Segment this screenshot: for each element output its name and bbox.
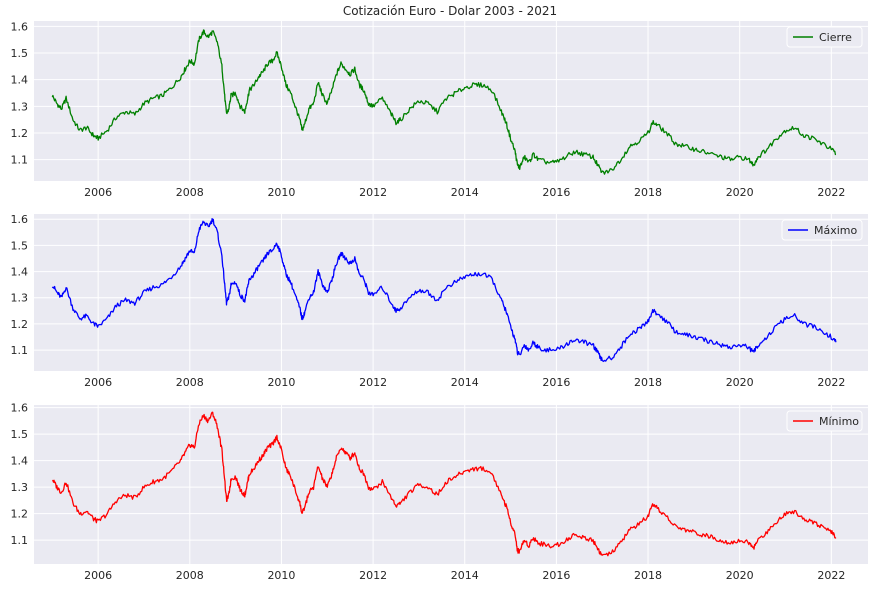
y-tick-label: 1.6	[11, 20, 29, 33]
x-tick-label: 2018	[634, 186, 662, 199]
legend-box	[786, 410, 863, 432]
y-tick-label: 1.1	[11, 534, 29, 547]
y-tick-label: 1.4	[11, 74, 29, 87]
x-tick-label: 2014	[451, 569, 479, 582]
plot-area	[34, 21, 868, 181]
legend: Mínimo	[786, 410, 863, 432]
x-tick-label: 2012	[359, 376, 387, 389]
y-tick-label: 1.6	[11, 213, 29, 226]
x-tick-label: 2006	[84, 186, 112, 199]
x-tick-label: 2022	[817, 186, 845, 199]
x-tick-label: 2016	[542, 186, 570, 199]
x-tick-label: 2010	[267, 186, 295, 199]
x-tick-label: 2008	[176, 569, 204, 582]
plot-area	[34, 214, 868, 371]
legend: Cierre	[786, 26, 863, 48]
legend: Máximo	[781, 219, 863, 241]
x-tick-label: 2012	[359, 186, 387, 199]
y-tick-label: 1.2	[11, 127, 29, 140]
x-tick-label: 2016	[542, 569, 570, 582]
legend-label: Cierre	[819, 31, 852, 44]
x-tick-label: 2006	[84, 376, 112, 389]
y-tick-label: 1.2	[11, 318, 29, 331]
x-tick-label: 2006	[84, 569, 112, 582]
series-line-1	[51, 217, 837, 363]
x-tick-label: 2014	[451, 186, 479, 199]
x-tick-label: 2008	[176, 376, 204, 389]
series-line-1	[52, 411, 837, 557]
legend-label: Máximo	[814, 224, 858, 237]
panels: 2006 2008 2010 2012 2014 2016 2018 2020 2022 1.1 1…	[11, 20, 868, 582]
x-tick-label: 2022	[817, 569, 845, 582]
y-tick-label: 1.5	[11, 428, 29, 441]
legend-box	[786, 26, 863, 48]
x-tick-label: 2018	[634, 376, 662, 389]
y-tick-label: 1.5	[11, 239, 29, 252]
figure-title: Cotización Euro - Dolar 2003 - 2021	[343, 4, 557, 18]
x-tick-label: 2020	[726, 569, 754, 582]
x-tick-label: 2018	[634, 569, 662, 582]
y-tick-label: 1.4	[11, 266, 29, 279]
y-tick-label: 1.3	[11, 481, 29, 494]
x-tick-label: 2020	[726, 376, 754, 389]
y-tick-label: 1.5	[11, 47, 29, 60]
legend-label: Mínimo	[819, 415, 859, 428]
x-tick-label: 2008	[176, 186, 204, 199]
panel-2: 2006 2008 2010 2012 2014 2016 2018 2020 2022 1.1 1…	[11, 213, 868, 389]
y-tick-label: 1.2	[11, 508, 29, 521]
y-tick-label: 1.3	[11, 292, 29, 305]
plot-area	[34, 405, 868, 564]
x-tick-label: 2010	[267, 376, 295, 389]
x-tick-label: 2010	[267, 569, 295, 582]
x-tick-label: 2014	[451, 376, 479, 389]
y-tick-label: 1.1	[11, 344, 29, 357]
legend-box	[781, 219, 863, 241]
y-tick-label: 1.1	[11, 154, 29, 167]
panel-3: 2006 2008 2010 2012 2014 2016 2018 2020 2022 1.1 1…	[11, 402, 868, 582]
x-tick-label: 2022	[817, 376, 845, 389]
y-tick-label: 1.6	[11, 402, 29, 415]
x-tick-label: 2020	[726, 186, 754, 199]
x-tick-label: 2012	[359, 569, 387, 582]
panel-1: 2006 2008 2010 2012 2014 2016 2018 2020 2022 1.1 1…	[11, 20, 868, 199]
x-tick-label: 2016	[542, 376, 570, 389]
series-line-1	[51, 29, 837, 175]
y-tick-label: 1.4	[11, 455, 29, 468]
y-tick-label: 1.3	[11, 100, 29, 113]
